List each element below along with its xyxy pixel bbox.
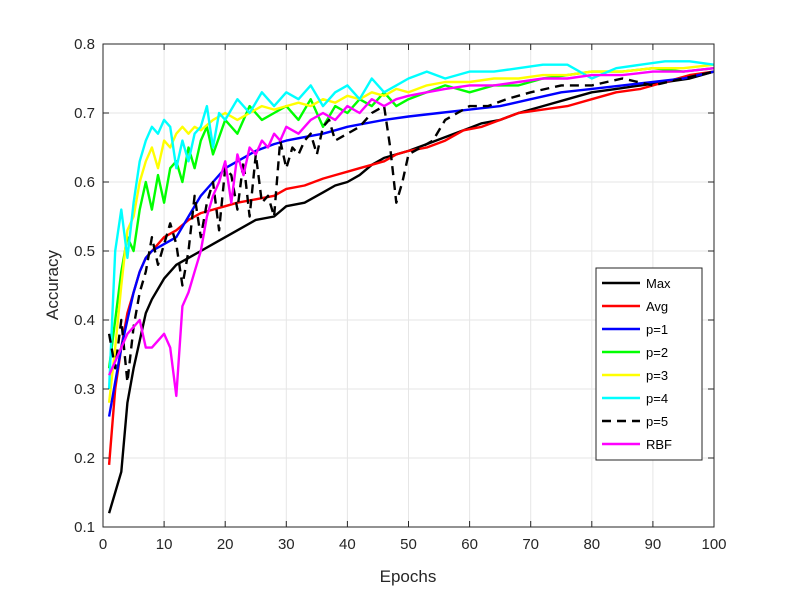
legend-label: p=4 — [646, 391, 668, 406]
x-tick-label: 80 — [583, 536, 600, 553]
x-tick-label: 0 — [99, 536, 107, 553]
y-tick-label: 0.2 — [74, 450, 95, 467]
legend: Max Avg p=1 p=2 p=3 p=4 p=5 RBF — [595, 267, 703, 461]
series-line-RBF — [108, 67, 715, 398]
series-line-p4 — [107, 60, 715, 390]
legend-label: Avg — [646, 299, 668, 314]
y-tick-label: 0.4 — [74, 312, 95, 329]
axes: 0 10 20 30 40 50 60 70 80 90 100 0.1 0.2 0.3 0.4 0.5 0.6… — [74, 36, 726, 553]
legend-label: p=2 — [646, 345, 668, 360]
y-tick-label: 0.7 — [74, 105, 95, 122]
legend-box — [595, 267, 703, 461]
y-axis-label: Accuracy — [43, 250, 62, 320]
y-tick-label: 0.8 — [74, 36, 95, 53]
legend-label: p=1 — [646, 322, 668, 337]
legend-label: p=3 — [646, 368, 668, 383]
y-tick-label: 0.3 — [74, 381, 95, 398]
series-line-Max — [107, 70, 715, 514]
x-axis-label: Epochs — [380, 567, 437, 586]
x-tick-label: 50 — [400, 536, 417, 553]
series-line-p2 — [107, 66, 715, 369]
y-tick-label: 0.5 — [74, 243, 95, 260]
x-tick-label: 10 — [156, 536, 173, 553]
x-tick-label: 90 — [645, 536, 662, 553]
x-tick-label: 20 — [217, 536, 234, 553]
x-tick-label: 60 — [461, 536, 478, 553]
legend-label: Max — [646, 276, 671, 291]
x-tick-label: 70 — [522, 536, 539, 553]
legend-label: RBF — [646, 437, 672, 452]
x-tick-label: 40 — [339, 536, 356, 553]
y-tick-label: 0.6 — [74, 174, 95, 191]
x-tick-label: 100 — [701, 536, 726, 553]
series-lines — [107, 60, 715, 514]
y-tick-label: 0.1 — [74, 519, 95, 536]
series-line-p5 — [107, 70, 715, 384]
legend-label: p=5 — [646, 414, 668, 429]
series-line-p3 — [107, 63, 715, 403]
x-tick-label: 30 — [278, 536, 295, 553]
series-line-p1 — [107, 70, 715, 417]
